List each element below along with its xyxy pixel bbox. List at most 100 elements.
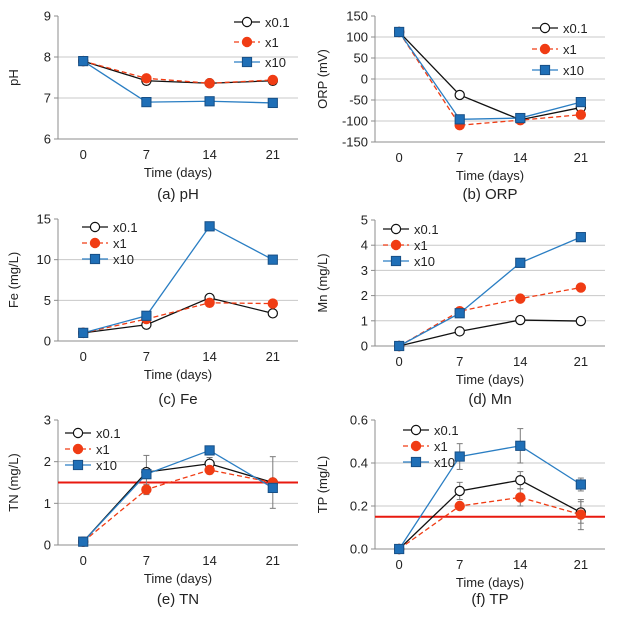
panel-caption: (e) TN <box>157 591 199 608</box>
data-point-x1 <box>141 73 152 84</box>
data-point-x1 <box>204 464 215 476</box>
legend-marker <box>241 36 253 48</box>
y-tick-label: -100 <box>342 114 368 129</box>
legend-marker <box>410 424 422 436</box>
legend-marker <box>89 253 101 265</box>
data-point-x10 <box>454 451 465 462</box>
data-point-x01 <box>267 308 278 319</box>
x-tick-label: 14 <box>513 557 527 572</box>
series-line-x10 <box>83 225 274 334</box>
data-point-x10 <box>575 232 586 243</box>
data-point-x1 <box>454 500 465 512</box>
x-tick-label: 21 <box>266 553 280 568</box>
series-line-x1 <box>398 496 582 550</box>
x-tick-label: 14 <box>202 349 216 364</box>
y-tick-label: 0 <box>361 339 368 354</box>
y-tick-label: 10 <box>37 252 51 267</box>
legend-label: x10 <box>414 254 435 269</box>
y-tick-label: 7 <box>44 91 51 106</box>
data-point-x10 <box>204 96 215 107</box>
x-tick-label: 14 <box>202 147 216 162</box>
chart-panel-b: -150 -100 -50 0 50 100 150 0 7 14 21 Time (days) ORP… <box>315 9 605 203</box>
data-point-x10 <box>575 97 586 108</box>
data-point-x10 <box>78 56 89 67</box>
y-tick-label: 4 <box>361 238 368 253</box>
data-point-x1 <box>204 78 215 89</box>
data-point-x10 <box>204 445 215 456</box>
data-point-x10 <box>141 97 152 108</box>
x-axis-label: Time (days) <box>456 168 524 183</box>
data-point-x01 <box>454 485 465 497</box>
data-point-x1 <box>267 74 278 86</box>
data-point-x10 <box>204 221 215 232</box>
data-point-x10 <box>575 479 586 490</box>
y-axis-label: ORP (mV) <box>315 49 330 109</box>
x-tick-label: 0 <box>396 150 403 165</box>
data-point-x10 <box>394 340 405 352</box>
x-axis-label: Time (days) <box>456 575 524 590</box>
data-point-x10 <box>394 26 405 38</box>
data-point-x01 <box>454 326 465 337</box>
x-tick-label: 0 <box>80 349 87 364</box>
legend-label: x10 <box>96 458 117 473</box>
data-point-x10 <box>394 543 405 555</box>
y-tick-label: 0.6 <box>350 413 368 428</box>
series-line-x01 <box>398 319 581 347</box>
panel-caption: (b) ORP <box>462 186 517 203</box>
data-point-x10 <box>141 310 152 321</box>
x-tick-label: 21 <box>266 349 280 364</box>
series-line-x01 <box>398 31 581 121</box>
series-line-x10 <box>398 445 582 550</box>
data-point-x01 <box>515 314 526 326</box>
y-axis-label: pH <box>6 69 21 86</box>
legend-label: x1 <box>563 42 577 57</box>
x-tick-label: 7 <box>456 354 463 369</box>
chart-panel-c: 0 5 10 15 0 7 14 21 Time (days) Fe (mg/L) (c) Fe x0… <box>6 212 298 408</box>
legend-marker <box>241 56 253 68</box>
x-axis-label: Time (days) <box>456 372 524 387</box>
data-point-x10 <box>515 440 526 451</box>
y-tick-label: 2 <box>361 288 368 303</box>
x-tick-label: 21 <box>574 150 588 165</box>
panel-caption: (c) Fe <box>158 391 197 408</box>
legend-marker <box>539 43 551 55</box>
y-axis-label: Fe (mg/L) <box>6 252 21 308</box>
legend-marker <box>390 255 402 267</box>
data-point-x1 <box>575 109 587 120</box>
x-axis-label: Time (days) <box>144 367 212 382</box>
series-line-x1 <box>83 60 273 84</box>
y-tick-label: 9 <box>44 9 51 24</box>
legend-marker <box>72 427 84 439</box>
legend-label: x1 <box>96 442 110 457</box>
data-point-x10 <box>141 469 152 480</box>
legend-label: x10 <box>265 55 286 70</box>
x-tick-label: 21 <box>574 354 588 369</box>
data-point-x01 <box>575 315 587 327</box>
y-tick-label: 6 <box>44 132 51 147</box>
legend-label: x10 <box>113 252 134 267</box>
chart-panel-e: 0 1 2 3 0 7 14 21 Time (days) TN (mg/L) (e) TN x0.1… <box>6 413 298 608</box>
legend-label: x0.1 <box>414 222 439 237</box>
data-point-x10 <box>267 254 278 265</box>
panel-caption: (a) pH <box>157 186 199 203</box>
data-point-x10 <box>78 327 89 338</box>
x-tick-label: 14 <box>513 354 527 369</box>
legend-marker <box>410 440 422 452</box>
series-line-x1 <box>398 286 581 347</box>
legend-label: x10 <box>563 63 584 78</box>
legend-label: x10 <box>434 455 455 470</box>
y-tick-label: 5 <box>44 293 51 308</box>
legend-marker <box>539 22 551 34</box>
y-tick-label: 3 <box>361 263 368 278</box>
x-tick-label: 0 <box>80 147 87 162</box>
y-axis-label: TP (mg/L) <box>315 456 330 514</box>
data-point-x10 <box>267 97 278 109</box>
legend-label: x1 <box>113 236 127 251</box>
series-line-x10 <box>82 449 274 543</box>
x-tick-label: 21 <box>574 557 588 572</box>
series-line-x10 <box>82 60 273 104</box>
series-line-x01 <box>398 479 582 550</box>
legend-label: x1 <box>434 439 448 454</box>
x-tick-label: 0 <box>396 557 403 572</box>
panel-caption: (f) TP <box>471 591 508 608</box>
